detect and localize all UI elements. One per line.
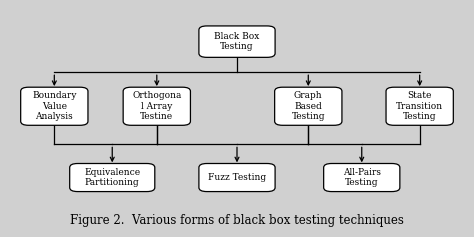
FancyBboxPatch shape bbox=[70, 164, 155, 191]
FancyBboxPatch shape bbox=[21, 87, 88, 125]
FancyBboxPatch shape bbox=[324, 164, 400, 191]
Text: State
Transition
Testing: State Transition Testing bbox=[396, 91, 443, 121]
Text: All-Pairs
Testing: All-Pairs Testing bbox=[343, 168, 381, 187]
FancyBboxPatch shape bbox=[386, 87, 453, 125]
FancyBboxPatch shape bbox=[123, 87, 191, 125]
Text: Black Box
Testing: Black Box Testing bbox=[214, 32, 260, 51]
Text: Equivalence
Partitioning: Equivalence Partitioning bbox=[84, 168, 140, 187]
FancyBboxPatch shape bbox=[199, 164, 275, 191]
FancyBboxPatch shape bbox=[274, 87, 342, 125]
FancyBboxPatch shape bbox=[199, 26, 275, 57]
Text: Graph
Based
Testing: Graph Based Testing bbox=[292, 91, 325, 121]
Text: Boundary
Value
Analysis: Boundary Value Analysis bbox=[32, 91, 77, 121]
Text: Orthogona
l Array
Testine: Orthogona l Array Testine bbox=[132, 91, 182, 121]
Text: Fuzz Testing: Fuzz Testing bbox=[208, 173, 266, 182]
Text: Figure 2.  Various forms of black box testing techniques: Figure 2. Various forms of black box tes… bbox=[70, 214, 404, 228]
